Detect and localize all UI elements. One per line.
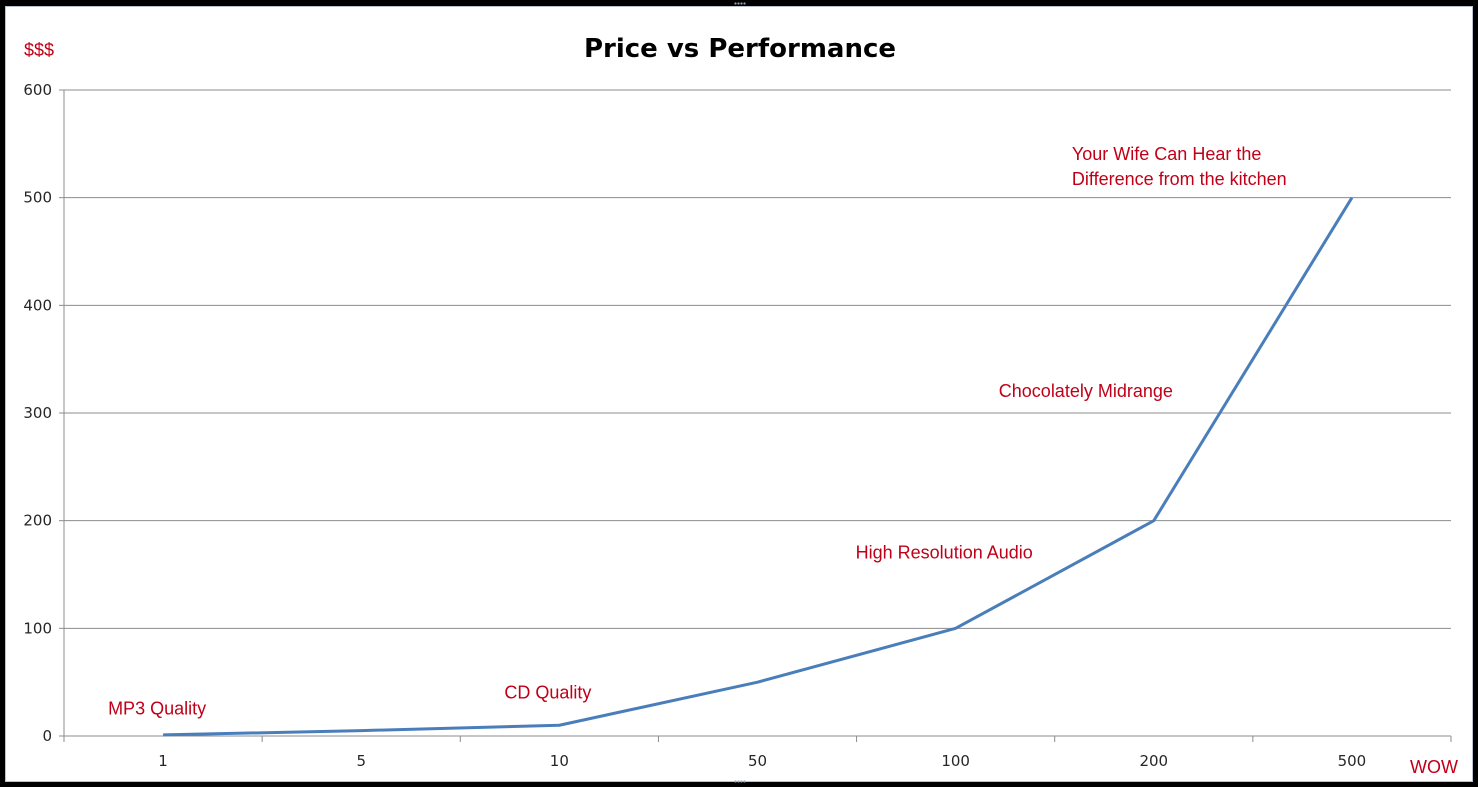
y-tick-label: 600 [23, 81, 52, 99]
x-axis-label: WOW [1410, 757, 1458, 777]
gridlines [64, 89, 1451, 629]
y-tick-label: 100 [23, 619, 52, 637]
y-tick-label: 0 [42, 727, 52, 745]
annotation-line: High Resolution Audio [856, 542, 1033, 562]
y-axis-label: $$$ [24, 40, 54, 60]
y-tick-label: 200 [23, 512, 52, 530]
annotation-label: MP3 Quality [108, 698, 206, 718]
chart-frame: Price vs Performance $$$ WOW 0 100 200 300 4… [5, 2, 1473, 783]
chart-canvas: Price vs Performance $$$ WOW 0 100 200 300 4… [23, 34, 1458, 777]
x-tick-label: 50 [748, 752, 767, 770]
series-layer [163, 196, 1354, 737]
annotation-label: High Resolution Audio [856, 542, 1033, 562]
annotation-label: Your Wife Can Hear the Difference from th… [1072, 144, 1287, 189]
chart-title: Price vs Performance [584, 34, 896, 64]
axes [59, 89, 1452, 742]
series-line-1 [163, 196, 1354, 737]
annotation-line: Your Wife Can Hear the [1072, 144, 1261, 164]
y-tick-labels: 0 100 200 300 400 500 600 [23, 81, 52, 745]
y-tick-label: 400 [23, 296, 52, 314]
x-tick-label: 500 [1338, 752, 1367, 770]
annotation-label: Chocolately Midrange [999, 381, 1173, 401]
x-tick-label: 5 [356, 752, 366, 770]
annotation-line: MP3 Quality [108, 698, 206, 718]
annotation-line: Chocolately Midrange [999, 381, 1173, 401]
x-tick-label: 1 [158, 752, 168, 770]
resize-handle-bottom[interactable] [734, 780, 746, 783]
x-tick-label: 10 [550, 752, 569, 770]
y-tick-label: 300 [23, 404, 52, 422]
annotation-label: CD Quality [504, 682, 591, 702]
resize-handle-top[interactable] [734, 2, 746, 5]
annotation-line: Difference from the kitchen [1072, 169, 1287, 189]
x-tick-label: 200 [1139, 752, 1168, 770]
annotations: MP3 Quality CD Quality High Resolution Aud… [108, 144, 1287, 718]
annotation-line: CD Quality [504, 682, 591, 702]
x-tick-labels: 1 5 10 50 100 200 500 [158, 752, 1366, 770]
y-tick-label: 500 [23, 189, 52, 207]
x-tick-label: 100 [941, 752, 970, 770]
